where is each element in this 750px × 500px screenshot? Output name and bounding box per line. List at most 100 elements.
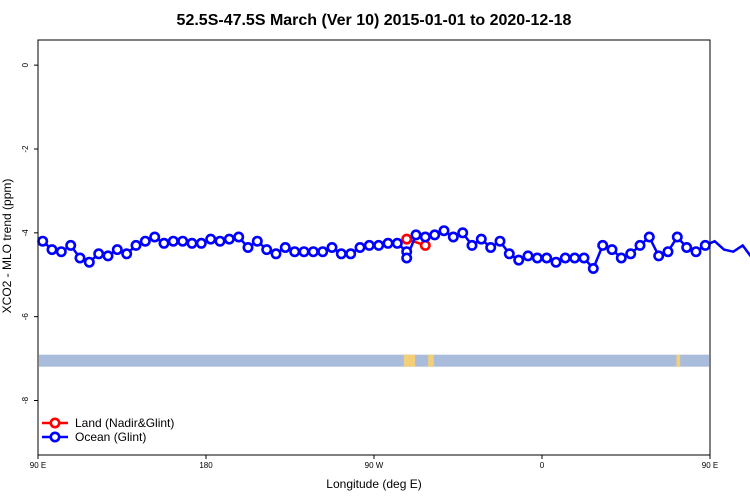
- ocean-data-point: [158, 237, 170, 249]
- ocean-data-point: [429, 229, 441, 241]
- ocean-data-point: [634, 239, 646, 251]
- y-tick-label: -2: [21, 145, 30, 153]
- y-axis: 0 -2 -4 -6 -8: [21, 62, 38, 404]
- ocean-data-point: [317, 246, 329, 258]
- ocean-data-point: [690, 246, 702, 258]
- legend-label: Land (Nadir&Glint): [75, 416, 174, 430]
- legend-label: Ocean (Glint): [75, 430, 146, 444]
- ocean-data-point: [186, 237, 198, 249]
- land-band-patch: [428, 354, 434, 367]
- ocean-data-point: [466, 239, 478, 251]
- y-tick-label: -6: [21, 313, 30, 321]
- ocean-data-point: [503, 248, 515, 260]
- ocean-data-point: [391, 237, 403, 249]
- ocean-data-point: [550, 256, 562, 268]
- ocean-data-point: [55, 246, 67, 258]
- ocean-data-point: [167, 235, 179, 247]
- ocean-data-point: [83, 256, 95, 268]
- ocean-data-point: [65, 239, 77, 251]
- x-axis: 90 E 180 90 W 0 90 E: [30, 455, 718, 470]
- ocean-data-point: [485, 242, 497, 254]
- x-tick-label: 90 E: [702, 461, 718, 470]
- ocean-data-point: [587, 262, 599, 274]
- ocean-data-point: [653, 250, 665, 262]
- land-band-patch: [676, 354, 681, 367]
- ocean-data-point: [242, 242, 254, 254]
- ocean-data-point: [625, 248, 637, 260]
- ocean-data-point: [522, 250, 534, 262]
- land-band-patch: [403, 354, 416, 367]
- ocean-data-point: [195, 237, 207, 249]
- ocean-data-point: [139, 235, 151, 247]
- ocean-data-point: [569, 252, 581, 264]
- ocean-data-point: [102, 250, 114, 262]
- x-tick-label: 180: [199, 461, 213, 470]
- y-tick-label: 0: [21, 62, 30, 67]
- ocean-data-point: [681, 242, 693, 254]
- ocean-data-point: [46, 244, 58, 256]
- ocean-data-point: [662, 246, 674, 258]
- ocean-data-point: [615, 252, 627, 264]
- x-axis-label: Longitude (deg E): [326, 477, 421, 491]
- ocean-data-point: [307, 246, 319, 258]
- ocean-data-point: [74, 252, 86, 264]
- ocean-data-point: [382, 237, 394, 249]
- ocean-data-point: [457, 227, 469, 239]
- y-tick-label: -8: [21, 396, 30, 404]
- ocean-data-point: [289, 246, 301, 258]
- y-tick-label: -4: [21, 229, 30, 237]
- ocean-data-point: [177, 235, 189, 247]
- series-points: [37, 225, 711, 274]
- ocean-data-point: [606, 244, 618, 256]
- x-tick-label: 90 E: [30, 461, 46, 470]
- x-tick-label: 0: [540, 461, 545, 470]
- ocean-data-point: [475, 233, 487, 245]
- ocean-data-point: [354, 242, 366, 254]
- ocean-data-point: [121, 248, 133, 260]
- legend: Land (Nadir&Glint)Ocean (Glint): [42, 416, 174, 444]
- ocean-data-point: [270, 248, 282, 260]
- ocean-data-point: [233, 231, 245, 243]
- ocean-data-point: [261, 244, 273, 256]
- ocean-data-point: [531, 252, 543, 264]
- ocean-data-point: [298, 246, 310, 258]
- ocean-data-point: [130, 239, 142, 251]
- legend-marker: [49, 431, 61, 443]
- ocean-data-point: [373, 239, 385, 251]
- ocean-data-point: [671, 231, 683, 243]
- ocean-data-point: [494, 235, 506, 247]
- x-tick-label: 90 W: [365, 461, 384, 470]
- ocean-data-point: [93, 248, 105, 260]
- ocean-band: [39, 354, 709, 367]
- ocean-data-point: [37, 235, 49, 247]
- ocean-data-point: [251, 235, 263, 247]
- legend-marker: [49, 417, 61, 429]
- ocean-data-point: [419, 231, 431, 243]
- surface-band: [39, 354, 709, 367]
- ocean-data-point: [223, 233, 235, 245]
- ocean-data-point: [447, 231, 459, 243]
- ocean-data-point: [149, 231, 161, 243]
- ocean-data-point: [438, 225, 450, 237]
- ocean-data-point: [205, 233, 217, 245]
- ocean-data-point: [345, 248, 357, 260]
- ocean-data-point: [335, 248, 347, 260]
- ocean-data-point: [541, 252, 553, 264]
- ocean-data-point: [363, 239, 375, 251]
- ocean-data-point: [401, 252, 413, 264]
- ocean-data-point: [699, 239, 711, 251]
- ocean-data-point: [279, 242, 291, 254]
- land-data-point: [401, 233, 413, 245]
- ocean-data-point: [643, 231, 655, 243]
- ocean-data-point: [559, 252, 571, 264]
- ocean-data-point: [578, 252, 590, 264]
- ocean-data-point: [111, 244, 123, 256]
- ocean-data-point: [214, 235, 226, 247]
- ocean-data-point: [326, 242, 338, 254]
- y-axis-label: XCO2 - MLO trend (ppm): [0, 179, 14, 314]
- ocean-data-point: [410, 229, 422, 241]
- ocean-data-point: [597, 239, 609, 251]
- chart-title: 52.5S-47.5S March (Ver 10) 2015-01-01 to…: [177, 12, 572, 29]
- ocean-data-point: [513, 254, 525, 266]
